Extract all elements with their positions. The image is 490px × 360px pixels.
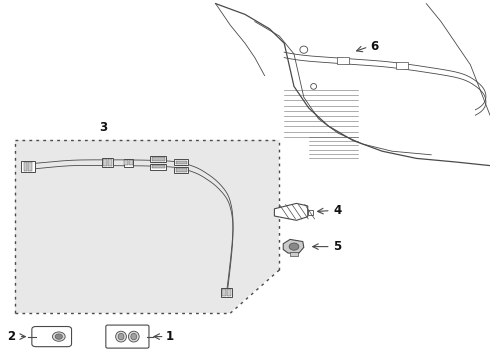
Ellipse shape [311,84,317,89]
Bar [150,156,166,162]
FancyBboxPatch shape [106,325,149,348]
Text: 5: 5 [333,240,342,253]
Bar [176,168,187,172]
Polygon shape [230,270,279,313]
Ellipse shape [131,333,137,340]
Bar [308,210,313,215]
Ellipse shape [55,334,63,339]
Bar [103,159,107,166]
Bar [174,159,188,165]
Bar [290,252,298,256]
Ellipse shape [118,333,124,340]
Bar [396,63,408,68]
Bar [152,157,165,161]
Bar [24,162,27,171]
Bar [227,289,231,296]
Text: 4: 4 [333,204,342,217]
Text: 2: 2 [7,330,16,343]
Ellipse shape [116,331,126,342]
Ellipse shape [128,331,139,342]
Bar [124,160,128,165]
Bar [21,161,35,172]
Bar [337,58,349,63]
Bar [152,165,165,168]
Polygon shape [283,239,304,253]
FancyBboxPatch shape [32,327,72,347]
Bar [28,162,32,171]
Bar [222,289,226,296]
Polygon shape [274,203,308,220]
Text: 3: 3 [99,121,107,134]
Bar [124,159,133,167]
Bar [176,161,187,164]
Text: 1: 1 [166,330,174,343]
Text: 6: 6 [370,40,378,53]
Bar [174,167,188,173]
Bar [15,140,279,313]
Bar [221,288,232,297]
Bar [150,164,166,170]
Ellipse shape [289,243,299,250]
Ellipse shape [300,46,308,53]
Bar [102,158,113,167]
Ellipse shape [52,332,65,341]
Bar [108,159,112,166]
Bar [129,160,133,165]
